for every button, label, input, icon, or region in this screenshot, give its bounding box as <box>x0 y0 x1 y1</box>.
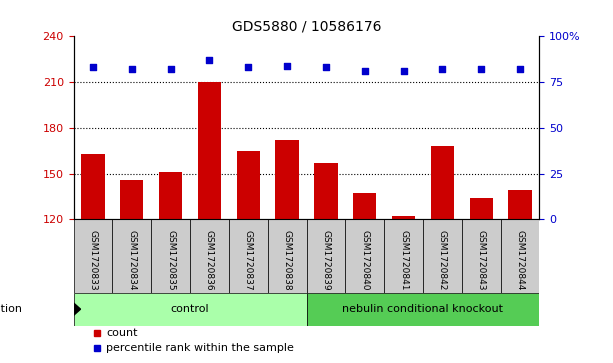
Point <box>476 66 486 72</box>
Bar <box>275 140 299 219</box>
Text: GSM1720839: GSM1720839 <box>321 230 330 291</box>
Bar <box>314 163 338 219</box>
Title: GDS5880 / 10586176: GDS5880 / 10586176 <box>232 20 381 34</box>
FancyBboxPatch shape <box>151 219 190 293</box>
Point <box>127 66 137 72</box>
Point <box>282 63 292 69</box>
Point <box>205 57 215 63</box>
Text: control: control <box>170 304 210 314</box>
Text: GSM1720840: GSM1720840 <box>360 230 369 291</box>
Text: GSM1720835: GSM1720835 <box>166 230 175 291</box>
Text: GSM1720844: GSM1720844 <box>516 230 525 291</box>
Text: GSM1720833: GSM1720833 <box>88 230 97 291</box>
Polygon shape <box>71 301 80 318</box>
Text: nebulin conditional knockout: nebulin conditional knockout <box>343 304 503 314</box>
FancyBboxPatch shape <box>74 219 112 293</box>
Bar <box>198 82 221 219</box>
Bar <box>82 154 105 219</box>
Text: genotype/variation: genotype/variation <box>0 304 22 314</box>
Bar <box>237 151 260 219</box>
Text: GSM1720837: GSM1720837 <box>244 230 253 291</box>
Bar <box>470 198 493 219</box>
FancyBboxPatch shape <box>501 219 539 293</box>
Point <box>243 65 253 70</box>
FancyBboxPatch shape <box>462 219 501 293</box>
FancyBboxPatch shape <box>384 219 423 293</box>
FancyBboxPatch shape <box>345 219 384 293</box>
FancyBboxPatch shape <box>112 219 151 293</box>
Bar <box>392 216 415 219</box>
Text: GSM1720838: GSM1720838 <box>283 230 292 291</box>
FancyBboxPatch shape <box>306 293 539 326</box>
Text: GSM1720843: GSM1720843 <box>477 230 485 291</box>
Point <box>88 65 98 70</box>
Text: GSM1720842: GSM1720842 <box>438 230 447 291</box>
Point <box>438 66 447 72</box>
FancyBboxPatch shape <box>190 219 229 293</box>
Point <box>515 66 525 72</box>
FancyBboxPatch shape <box>306 219 345 293</box>
Point <box>321 65 331 70</box>
Bar <box>159 172 182 219</box>
Text: count: count <box>106 328 138 338</box>
Bar <box>120 180 143 219</box>
Bar <box>508 190 531 219</box>
Point <box>360 68 370 74</box>
FancyBboxPatch shape <box>229 219 268 293</box>
Bar <box>431 146 454 219</box>
Text: GSM1720841: GSM1720841 <box>399 230 408 291</box>
Point <box>166 66 175 72</box>
FancyBboxPatch shape <box>268 219 306 293</box>
Text: GSM1720836: GSM1720836 <box>205 230 214 291</box>
Text: GSM1720834: GSM1720834 <box>128 230 136 291</box>
Text: percentile rank within the sample: percentile rank within the sample <box>106 343 294 353</box>
Point <box>398 68 408 74</box>
Bar <box>353 193 376 219</box>
FancyBboxPatch shape <box>423 219 462 293</box>
FancyBboxPatch shape <box>74 293 306 326</box>
